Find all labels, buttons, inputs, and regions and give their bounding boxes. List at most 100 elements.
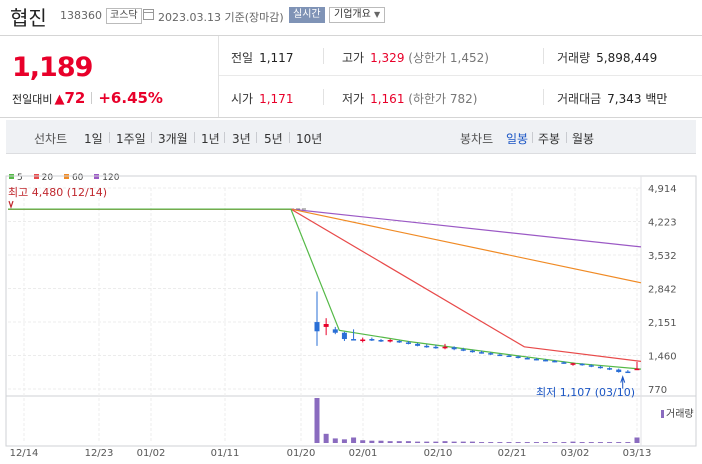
ma20-line <box>8 208 642 362</box>
candle-body <box>497 354 503 357</box>
volume-bar <box>570 441 576 443</box>
candle-weekly[interactable]: 주봉 <box>538 132 561 146</box>
candle-body <box>588 365 594 367</box>
toolbar-divider <box>151 132 152 143</box>
all-time-high-label: 최고 4,480 (12/14) <box>8 186 108 199</box>
candle-body <box>616 369 622 373</box>
period-3m[interactable]: 3개월 <box>158 132 188 146</box>
volume-bar <box>533 442 539 443</box>
quote-divider <box>218 36 219 117</box>
candle-body <box>314 322 320 332</box>
toolbar-divider <box>109 132 110 143</box>
volume-bar <box>497 442 503 443</box>
toolbar-divider <box>289 132 290 143</box>
ma60-line <box>8 208 642 284</box>
volume-bar <box>396 441 402 443</box>
candle-body <box>479 352 485 354</box>
volume-bar <box>561 442 567 443</box>
volume-bar <box>625 442 631 443</box>
period-1y[interactable]: 1년 <box>201 132 220 146</box>
price-tick-label: 4,223 <box>648 218 677 229</box>
candle-daily[interactable]: 일봉 <box>506 132 529 146</box>
quote-cell-divider <box>323 89 324 105</box>
volume-bar <box>488 442 494 443</box>
current-price: 1,189 <box>12 52 93 83</box>
volume-bar <box>332 438 338 443</box>
price-change: 전일대비 ▲72 +6.45% <box>12 89 163 107</box>
quote-cell-divider <box>323 48 324 64</box>
candle-body <box>506 355 512 358</box>
ma5-line <box>8 208 642 370</box>
candle-body <box>396 340 402 343</box>
date-tick-label: 03/02 <box>561 448 590 459</box>
toolbar-divider <box>194 132 195 143</box>
candle-body <box>515 356 521 359</box>
change-amount: 72 <box>64 89 86 107</box>
candle-body <box>323 324 329 327</box>
candle-body <box>488 353 494 355</box>
candle-body <box>543 359 549 362</box>
volume-bar <box>543 442 549 443</box>
date-tick-label: 01/02 <box>137 448 166 459</box>
period-1d[interactable]: 1일 <box>84 132 103 146</box>
candle-body <box>561 362 567 364</box>
period-5y[interactable]: 5년 <box>264 132 283 146</box>
company-overview-dropdown[interactable]: 기업개요 ▼ <box>329 7 386 23</box>
candle-body <box>597 366 603 369</box>
candle-monthly[interactable]: 월봉 <box>572 132 595 146</box>
quote-panel: 1,189 전일대비 ▲72 +6.45% 전일 1,117 고가 1,329 (상한가… <box>0 35 702 118</box>
volume-bar <box>506 442 512 443</box>
volume-bar <box>378 440 384 443</box>
volume-bar <box>323 433 329 443</box>
candle-body <box>451 347 457 350</box>
volume-bar <box>634 437 640 443</box>
candle-body <box>607 368 613 370</box>
stock-code: 138360 <box>60 9 102 22</box>
change-label: 전일대비 <box>12 93 53 106</box>
volume-bar <box>515 442 521 443</box>
stock-header: 협진 138360 코스닥 2023.03.13 기준(장마감) 실시간 기업개… <box>0 0 702 34</box>
company-overview-label: 기업개요 <box>334 9 371 20</box>
quote-cell-divider <box>543 89 544 105</box>
volume-bar <box>360 440 366 443</box>
chart-toolbar: 선차트 1일 1주일 3개월 1년 3년 5년 10년 봉차트 일봉 주봉 월봉 <box>6 120 696 154</box>
period-1w[interactable]: 1주일 <box>116 132 146 146</box>
trade-value: 거래대금 7,343 백만 <box>557 92 668 106</box>
price-tick-label: 3,532 <box>648 251 677 262</box>
volume-bar <box>405 441 411 443</box>
candle-body <box>433 346 439 349</box>
volume-bar <box>314 398 320 443</box>
candle-body <box>360 339 366 342</box>
line-chart-label: 선차트 <box>34 132 68 146</box>
candle-body <box>579 363 585 366</box>
ma120-line <box>8 208 642 248</box>
candle-body <box>378 340 384 342</box>
chevron-down-icon: ▼ <box>374 10 381 19</box>
volume-bar <box>341 439 347 443</box>
candle-body <box>387 340 393 342</box>
volume-bar <box>552 442 558 443</box>
period-3y[interactable]: 3년 <box>232 132 251 146</box>
candle-body <box>424 345 430 348</box>
low-price: 저가 1,161 (하한가 782) <box>342 92 478 106</box>
quote-row-2: 시가 1,171 저가 1,161 (하한가 782) 거래대금 7,343 백만 <box>219 77 702 117</box>
volume-bar <box>469 441 475 443</box>
date-text: 2023.03.13 기준(장마감) <box>158 11 284 24</box>
candle-body <box>625 371 631 374</box>
low-arrow-icon <box>620 375 626 389</box>
period-low-label: 최저 1,107 (03/10) <box>536 386 636 399</box>
date-tick-label: 02/21 <box>498 448 527 459</box>
volume-bar <box>460 441 466 443</box>
candle-body <box>332 329 338 333</box>
candle-body <box>442 346 448 349</box>
realtime-button[interactable]: 실시간 <box>289 7 325 23</box>
volume-swatch <box>661 410 664 418</box>
volume-bar <box>607 442 613 443</box>
candle-body <box>460 349 466 351</box>
candle-body <box>351 339 357 341</box>
candle-body <box>533 358 539 361</box>
volume-bar <box>524 442 530 443</box>
period-10y[interactable]: 10년 <box>296 132 323 146</box>
date-tick-label: 01/11 <box>211 448 240 459</box>
